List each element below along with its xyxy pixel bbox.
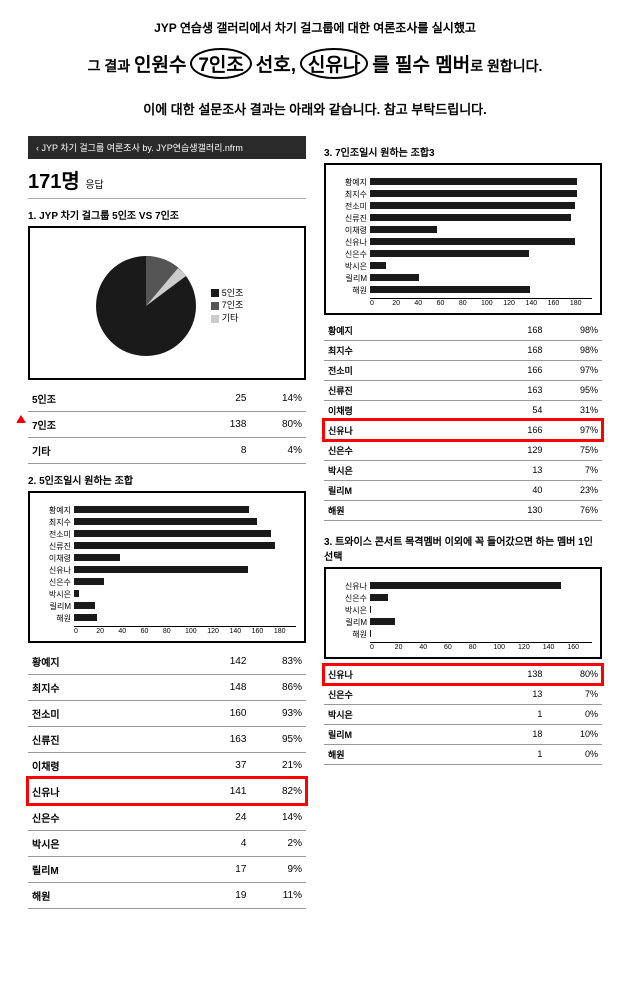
table-row: 전소미16093%: [28, 700, 306, 726]
table-row: 해원1911%: [28, 882, 306, 908]
table-row: 릴리M1810%: [324, 724, 602, 744]
bar-row: 해원: [334, 629, 592, 640]
bar-row: 최지수: [38, 517, 296, 528]
text: 신유나: [300, 48, 368, 79]
left-column: ‹ JYP 차기 걸그룹 여론조사 by. JYP연습생갤러리.nfrm 171…: [28, 136, 306, 909]
table-row: 최지수16898%: [324, 340, 602, 360]
bar-row: 이채령: [38, 553, 296, 564]
legend-item: 기타: [211, 312, 244, 325]
bar-row: 릴리M: [334, 617, 592, 628]
headline-2: 그 결과 인원수 7인조 선호, 신유나 를 필수 멤버로 원합니다.: [28, 48, 602, 79]
bar-row: 신은수: [38, 577, 296, 588]
bar-row: 신유나: [38, 565, 296, 576]
bar-row: 신유나: [334, 237, 592, 248]
bar-row: 전소미: [334, 201, 592, 212]
text: 를 필수 멤버: [372, 55, 470, 76]
bar-row: 황예지: [38, 505, 296, 516]
bar-row: 릴리M: [38, 601, 296, 612]
table-row: 5인조2514%: [28, 386, 306, 412]
q2-title: 2. 5인조일시 원하는 조합: [28, 472, 306, 487]
table-row: 해원13076%: [324, 500, 602, 520]
bar-row: 신유나: [334, 581, 592, 592]
table-row: 황예지14283%: [28, 649, 306, 675]
bar-row: 박시은: [334, 261, 592, 272]
table-row: 박시은42%: [28, 830, 306, 856]
table-row: 신은수137%: [324, 684, 602, 704]
table-row: 신유나13880%: [324, 665, 602, 685]
q4-title: 3. 트와이스 콘서트 목격멤버 이외에 꼭 들어갔으면 하는 멤버 1인 선택: [324, 533, 602, 563]
text: 선호,: [256, 55, 296, 76]
bar-row: 박시은: [334, 605, 592, 616]
bar-row: 황예지: [334, 177, 592, 188]
table-row: 신류진16395%: [28, 726, 306, 752]
headline-1: JYP 연습생 갤러리에서 차기 걸그룹에 대한 여론조사를 실시했고: [28, 18, 602, 40]
q4-bar-chart: 신유나신은수박시은릴리M해원020406080100120140160: [324, 567, 602, 659]
text: 로 원합니다.: [470, 58, 542, 74]
bar-row: 해원: [334, 285, 592, 296]
legend-item: 5인조: [211, 287, 244, 300]
table-row: 릴리M4023%: [324, 480, 602, 500]
bar-row: 신은수: [334, 249, 592, 260]
q1-pie-chart: 5인조 7인조 기타: [28, 226, 306, 380]
bar-row: 이채령: [334, 225, 592, 236]
text: 인원수: [134, 55, 186, 76]
bar-row: 전소미: [38, 529, 296, 540]
bar-row: 신류진: [38, 541, 296, 552]
table-row: 신유나14182%: [28, 778, 306, 804]
bar-row: 신은수: [334, 593, 592, 604]
q3-bar-chart: 황예지최지수전소미신류진이채령신유나신은수박시은릴리M해원02040608010…: [324, 163, 602, 315]
table-row: 신유나16697%: [324, 420, 602, 440]
q2-bar-chart: 황예지최지수전소미신류진이채령신유나신은수박시은릴리M해원02040608010…: [28, 491, 306, 643]
table-row: 신은수2414%: [28, 804, 306, 830]
q4-table: 신유나13880%신은수137%박시은10%릴리M1810%해원10%: [324, 665, 602, 765]
table-row: 최지수14886%: [28, 674, 306, 700]
respondent-count: 171명 응답: [28, 165, 306, 199]
subheadline: 이에 대한 설문조사 결과는 아래와 같습니다. 참고 부탁드립니다.: [28, 99, 602, 118]
pie-legend: 5인조 7인조 기타: [211, 287, 244, 325]
table-row: 박시은10%: [324, 704, 602, 724]
table-row: 기타84%: [28, 437, 306, 463]
q1-table: 5인조2514%7인조13880%기타84%: [28, 386, 306, 464]
pie-icon: [91, 251, 201, 361]
q3-title: 3. 7인조일시 원하는 조합3: [324, 144, 602, 159]
text: 7인조: [190, 48, 252, 79]
table-row: 신류진16395%: [324, 380, 602, 400]
bar-row: 신류진: [334, 213, 592, 224]
table-row: 신은수12975%: [324, 440, 602, 460]
text: 그 결과: [88, 58, 131, 74]
bar-row: 최지수: [334, 189, 592, 200]
text: 171명: [28, 171, 80, 193]
bar-row: 해원: [38, 613, 296, 624]
table-row: 박시은137%: [324, 460, 602, 480]
right-column: 3. 7인조일시 원하는 조합3 황예지최지수전소미신류진이채령신유나신은수박시…: [324, 136, 602, 909]
legend-item: 7인조: [211, 299, 244, 312]
table-row: 해원10%: [324, 744, 602, 764]
table-row: 황예지16898%: [324, 321, 602, 341]
q2-table: 황예지14283%최지수14886%전소미16093%신류진16395%이채령3…: [28, 649, 306, 909]
table-row: 전소미16697%: [324, 360, 602, 380]
bar-row: 박시은: [38, 589, 296, 600]
table-row: 릴리M179%: [28, 856, 306, 882]
q1-title: 1. JYP 차기 걸그룹 5인조 VS 7인조: [28, 207, 306, 222]
q3-table: 황예지16898%최지수16898%전소미16697%신류진16395%이채령5…: [324, 321, 602, 521]
breadcrumb: ‹ JYP 차기 걸그룹 여론조사 by. JYP연습생갤러리.nfrm: [28, 136, 306, 159]
table-row: 이채령5431%: [324, 400, 602, 420]
table-row: 7인조13880%: [28, 411, 306, 437]
table-row: 이채령3721%: [28, 752, 306, 778]
bar-row: 릴리M: [334, 273, 592, 284]
text: 응답: [85, 180, 103, 191]
